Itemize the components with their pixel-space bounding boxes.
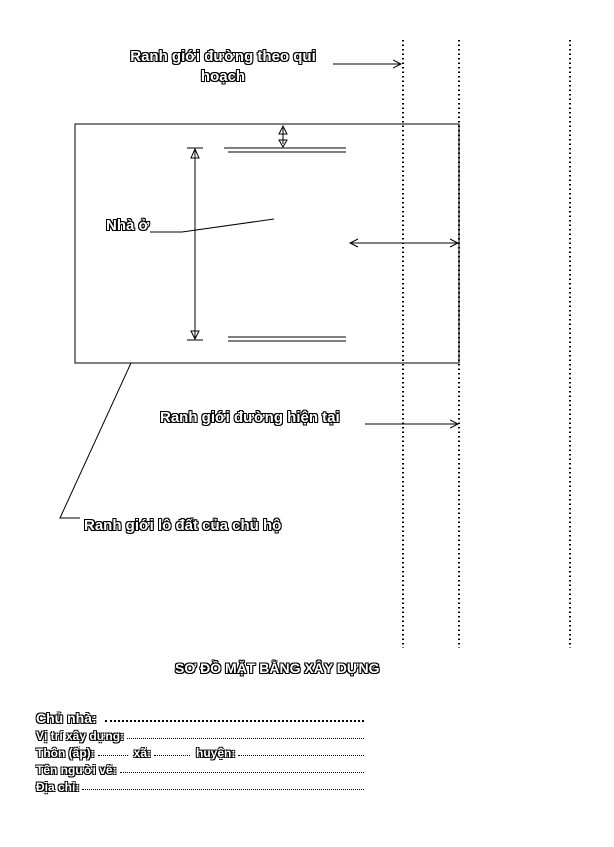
location-row: Vị trí xây dựng:: [36, 726, 366, 743]
road-planned-label: Ranh giới đường theo qui hoạch: [130, 48, 316, 85]
page-title: SƠ ĐỒ MẶT BẰNG XÂY DỰNG: [175, 660, 380, 676]
lot-boundary-label: Ranh giới lô đất của chủ hộ: [84, 517, 282, 534]
village-label: Thôn (ấp):: [36, 746, 95, 760]
owner-row: Chủ nhà:: [36, 706, 366, 726]
info-form: Chủ nhà: Vị trí xây dựng: Thôn (ấp): xã:…: [36, 706, 366, 794]
address-label: Địa chỉ:: [36, 780, 80, 794]
drawer-row: Tên người vẽ:: [36, 760, 366, 777]
drawer-field[interactable]: [119, 771, 364, 773]
district-field[interactable]: [238, 754, 364, 756]
location-field[interactable]: [127, 737, 364, 739]
lot-rectangle: [74, 123, 460, 364]
house-label: Nhà ở: [106, 217, 150, 234]
owner-field[interactable]: [104, 719, 364, 722]
road-current-label: Ranh giới đường hiện tại: [160, 409, 340, 426]
lot-boundary-leader: [59, 362, 132, 519]
commune-label: xã:: [133, 746, 151, 760]
village-row: Thôn (ấp): xã: huyện:: [36, 743, 366, 760]
owner-label: Chủ nhà:: [36, 710, 97, 726]
village-field[interactable]: [97, 754, 128, 756]
drawer-label: Tên người vẽ:: [36, 763, 117, 777]
house-leader-line: [150, 218, 275, 233]
district-label: huyện:: [196, 746, 236, 760]
commune-field[interactable]: [154, 754, 190, 756]
address-field[interactable]: [82, 788, 364, 790]
address-row: Địa chỉ:: [36, 777, 366, 794]
location-label: Vị trí xây dựng:: [36, 729, 125, 743]
